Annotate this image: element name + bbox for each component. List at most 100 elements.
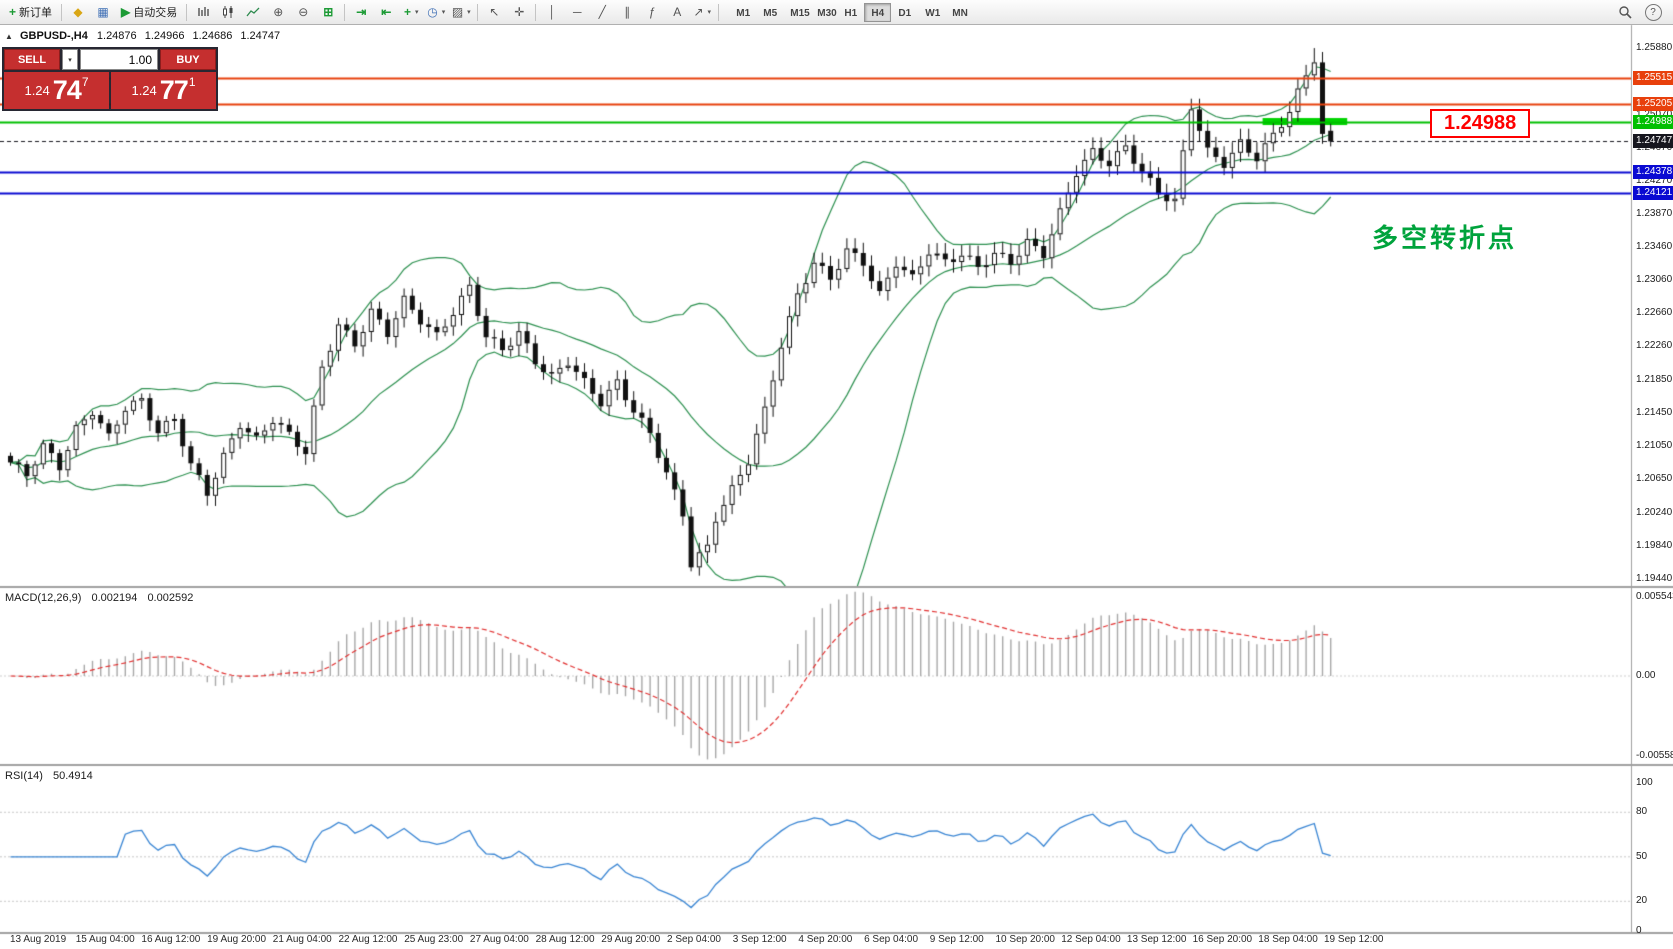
fibonacci-icon: ƒ [648, 5, 656, 19]
price-scale-label: 1.25880 [1636, 42, 1673, 54]
chevron-down-icon: ▾ [415, 9, 419, 16]
search-icon [1619, 6, 1632, 19]
rsi-label: RSI(14) [5, 770, 43, 782]
data-window-icon: ▦ [97, 5, 109, 19]
price-scale-label: 1.23060 [1636, 274, 1673, 286]
crosshair-icon: ✛ [514, 5, 525, 19]
volume-dropdown-button[interactable]: ▾ [62, 49, 78, 70]
arrow-icon: ↗ [693, 5, 704, 19]
chart-shift-button[interactable]: ⇤ [374, 2, 398, 23]
time-axis-label: 6 Sep 04:00 [864, 934, 919, 945]
arrows-button[interactable]: ↗ ▾ [690, 2, 714, 23]
timeframe-h1-button[interactable]: H1 [837, 3, 864, 22]
rsi-scale-label: 80 [1636, 806, 1648, 818]
timeframe-m15-button[interactable]: M15 [783, 3, 810, 22]
rsi-scale-label: 0 [1636, 925, 1642, 936]
help-icon: ? [1644, 3, 1662, 21]
price-scale-label: 1.22660 [1636, 307, 1673, 319]
macd-indicator-label: MACD(12,26,9) 0.002194 0.002592 [5, 592, 193, 604]
channel-button[interactable]: ∥ [615, 2, 639, 23]
toolbar-separator [344, 3, 346, 21]
cursor-button[interactable]: ↖ [482, 2, 506, 23]
periods-button[interactable]: ◷ ▾ [424, 2, 448, 23]
new-order-button[interactable]: + 新订单 [4, 2, 57, 23]
horizontal-line-icon: ─ [572, 5, 582, 19]
candlestick-chart-button[interactable] [216, 2, 240, 23]
trade-panel-controls: SELL ▾ BUY [4, 49, 216, 70]
trade-panel-toggle[interactable]: ▲ [5, 32, 13, 41]
marketwatch-button[interactable]: ◆ [66, 2, 90, 23]
sell-price[interactable]: 1.24 74 7 [4, 72, 109, 109]
timeframe-h4-button[interactable]: H4 [864, 2, 892, 22]
tile-windows-button[interactable]: ⊞ [316, 2, 340, 23]
open-value: 1.24876 [96, 30, 137, 42]
data-window-button[interactable]: ▦ [91, 2, 115, 23]
search-button[interactable] [1613, 2, 1637, 23]
timeframe-w1-button[interactable]: W1 [918, 3, 945, 22]
time-axis-label: 27 Aug 04:00 [469, 934, 529, 945]
timeframe-m5-button[interactable]: M5 [756, 3, 783, 22]
toolbar-separator [477, 3, 479, 21]
indicators-button[interactable]: + ▾ [399, 2, 423, 23]
time-axis-label: 3 Sep 12:00 [732, 934, 787, 945]
trendline-button[interactable]: ╱ [590, 2, 614, 23]
toolbar-separator [535, 3, 537, 21]
bar-chart-button[interactable] [191, 2, 215, 23]
buy-price-big: 77 [159, 75, 189, 105]
auto-scroll-icon: ⇥ [356, 5, 367, 19]
rsi-scale-label: 20 [1636, 895, 1648, 907]
autotrading-icon: ▶ [121, 5, 131, 19]
chevron-down-icon: ▾ [707, 9, 712, 16]
line-chart-button[interactable] [241, 2, 265, 23]
cursor-icon: ↖ [489, 5, 500, 19]
text-button[interactable]: A [665, 2, 689, 23]
time-axis-label: 15 Aug 04:00 [75, 934, 135, 945]
autotrading-button[interactable]: ▶ 自动交易 [116, 2, 182, 23]
toolbar: + 新订单 ◆ ▦ ▶ 自动交易 ⊕ ⊖ ⊞ ⇥ ⇤ + ▾ ◷ ▾ ▨ ▾ ↖ ✛ … [0, 0, 1673, 25]
new-order-icon: + [9, 5, 17, 19]
crosshair-button[interactable]: ✛ [507, 2, 531, 23]
fibonacci-button[interactable]: ƒ [640, 2, 664, 23]
zoom-in-button[interactable]: ⊕ [266, 2, 290, 23]
time-axis-label: 13 Sep 12:00 [1126, 934, 1187, 945]
auto-scroll-button[interactable]: ⇥ [349, 2, 373, 23]
timeframe-d1-button[interactable]: D1 [891, 3, 918, 22]
timeframe-m1-button[interactable]: M1 [729, 3, 756, 22]
time-axis-label: 19 Sep 12:00 [1324, 934, 1384, 945]
timeframe-mn-button[interactable]: MN [945, 3, 972, 22]
horizontal-line-button[interactable]: ─ [565, 2, 589, 23]
buy-button[interactable]: BUY [160, 49, 216, 70]
zoom-out-button[interactable]: ⊖ [291, 2, 315, 23]
price-scale-label: 1.22260 [1636, 340, 1673, 352]
macd-label: MACD(12,26,9) [5, 592, 82, 604]
help-button[interactable]: ? [1641, 2, 1665, 23]
macd-scale-label: 0.005543 [1636, 590, 1673, 602]
price-scale-label: 1.20240 [1636, 506, 1673, 518]
price-scale-label: 1.20650 [1636, 472, 1673, 484]
vertical-line-button[interactable]: │ [540, 2, 564, 23]
timeframe-m30-button[interactable]: M30 [810, 3, 837, 22]
channel-icon: ∥ [624, 5, 631, 19]
tile-windows-icon: ⊞ [323, 5, 334, 19]
time-axis-label: 10 Sep 20:00 [995, 934, 1056, 945]
low-value: 1.24686 [192, 30, 233, 42]
rsi-scale-label: 100 [1636, 776, 1653, 788]
toolbar-right-group: ? [1613, 2, 1669, 23]
sell-price-sup: 7 [81, 74, 89, 89]
time-axis-label: 19 Aug 20:00 [207, 934, 267, 945]
time-axis-label: 29 Aug 20:00 [601, 934, 661, 945]
buy-price[interactable]: 1.24 77 1 [111, 72, 216, 109]
price-scale-label: 1.24270 [1636, 174, 1673, 186]
sell-button[interactable]: SELL [4, 49, 60, 70]
price-scale-label: 1.21050 [1636, 439, 1673, 451]
rsi-value: 50.4914 [52, 770, 93, 782]
pivot-annotation: 多空转折点 [1372, 223, 1518, 253]
price-scale-label: 1.21450 [1636, 407, 1673, 418]
rsi-scale-label: 50 [1636, 850, 1648, 862]
timeframe-bar: M1 M5 M15 M30 H1 H4 D1 W1 MN [729, 2, 972, 22]
volume-input[interactable] [80, 49, 158, 70]
template-icon: ▨ [451, 5, 464, 19]
templates-button[interactable]: ▨ ▾ [449, 2, 473, 23]
